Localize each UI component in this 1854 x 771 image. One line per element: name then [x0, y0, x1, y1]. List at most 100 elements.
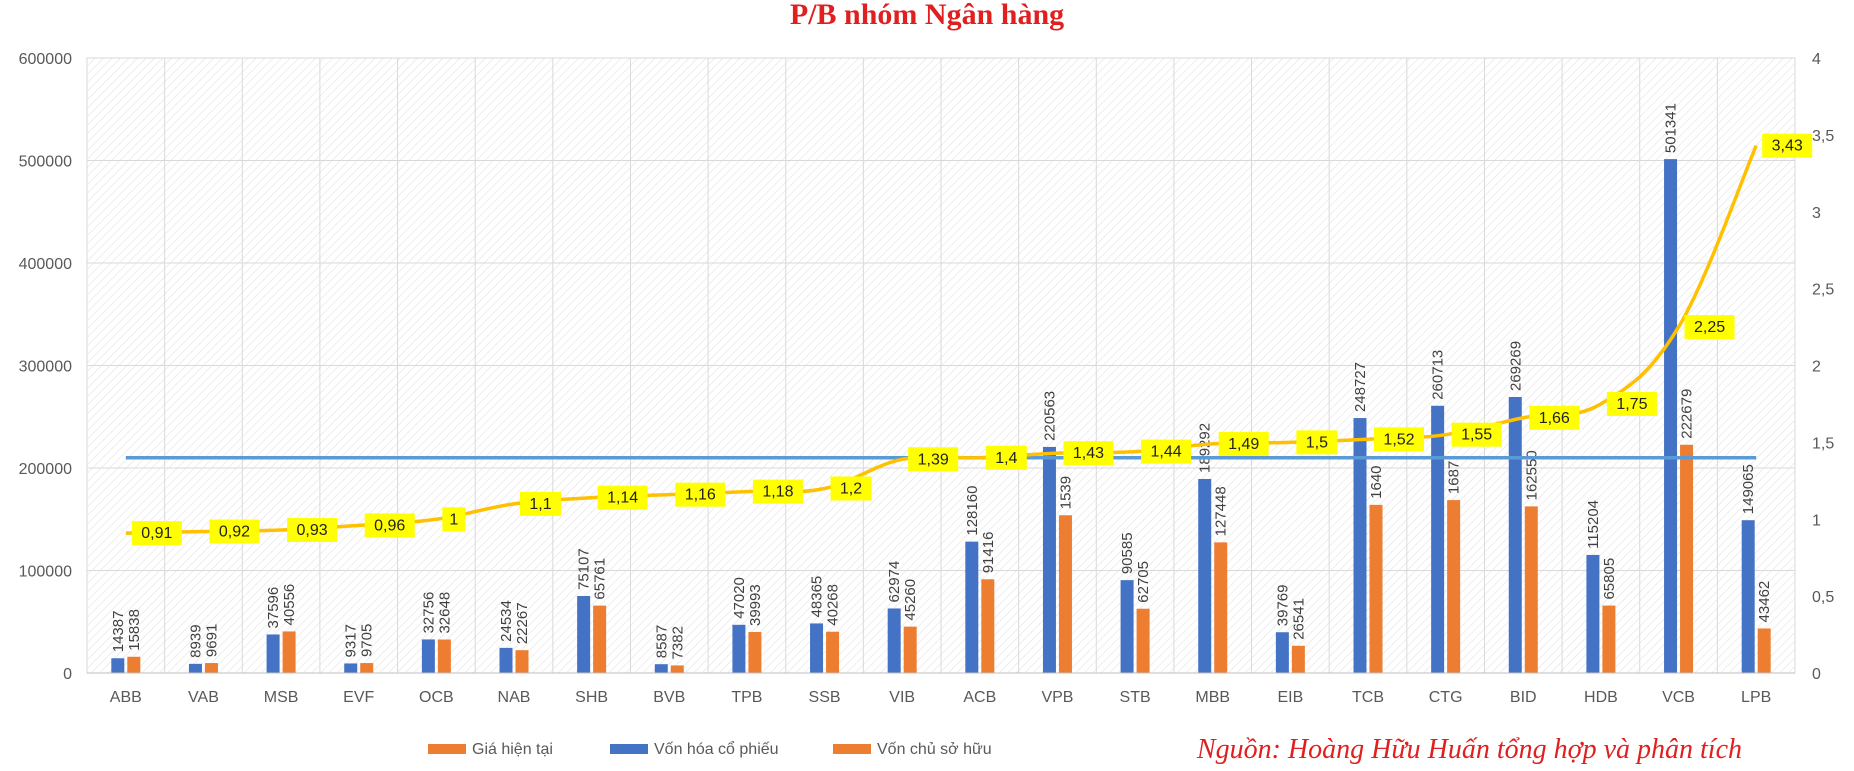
pb-label-box	[830, 476, 872, 501]
pb-label: 1,18	[752, 479, 803, 504]
bar-von-chu-so-huu	[903, 626, 917, 673]
pb-label-box	[287, 518, 338, 543]
pb-label-text: 1,18	[762, 484, 793, 501]
pb-label: 1,52	[1374, 427, 1424, 452]
bar-value-label: 260713	[1430, 350, 1447, 400]
x-tick-label: ACB	[963, 689, 996, 706]
pb-label: 0,96	[364, 513, 415, 538]
x-tick-label: EIB	[1277, 689, 1303, 706]
bar-von-chu-so-huu	[1291, 645, 1305, 673]
bar-value-label: 8939	[187, 624, 204, 657]
pb-label-text: 1,1	[529, 496, 551, 513]
x-tick-label: BVB	[653, 689, 685, 706]
bar-von-chu-so-huu	[1369, 504, 1383, 673]
pb-label-box	[1063, 441, 1114, 466]
bar-von-hoa	[344, 663, 358, 673]
x-tick-label: CTG	[1429, 689, 1463, 706]
bar-value-label: 39769	[1274, 585, 1291, 627]
pb-label-text: 1,49	[1228, 436, 1259, 453]
x-tick-label: NAB	[498, 689, 531, 706]
pb-label-box	[131, 521, 182, 546]
x-tick-label: VPB	[1041, 689, 1073, 706]
pb-label-text: 1,44	[1151, 444, 1182, 461]
bar-value-label: 65805	[1601, 558, 1618, 600]
pb-label-text: 1	[449, 511, 458, 528]
pb-label: 1,16	[675, 482, 726, 507]
bar-value-label: 1687	[1446, 461, 1463, 494]
bar-value-label: 75107	[576, 548, 593, 590]
pb-label: 1,14	[597, 485, 648, 510]
x-tick-label: TPB	[731, 689, 762, 706]
x-tick-label: MSB	[264, 689, 299, 706]
pb-label-text: 1,4	[995, 450, 1017, 467]
bar-value-label: 45260	[902, 579, 919, 621]
bar-von-chu-so-huu	[127, 656, 141, 673]
pb-label-text: 1,43	[1073, 445, 1104, 462]
pb-label-box	[1218, 431, 1269, 456]
pb-label-box	[1141, 439, 1192, 464]
bar-value-label: 24534	[498, 600, 515, 642]
x-tick-label: SHB	[575, 689, 608, 706]
pb-label-box	[364, 513, 415, 538]
bar-von-hoa	[1664, 159, 1678, 673]
pb-label-box	[675, 482, 726, 507]
bar-value-label: 9691	[203, 624, 220, 657]
bar-von-hoa	[1275, 632, 1289, 673]
legend-entry: Vốn chủ sở hữu	[833, 741, 992, 758]
pb-label-box	[597, 485, 648, 510]
x-tick-label: ABB	[110, 689, 142, 706]
bar-von-chu-so-huu	[1757, 628, 1771, 673]
bar-value-label: 501341	[1663, 103, 1680, 153]
right-y-tick-label: 2,5	[1812, 282, 1834, 299]
pb-label: 1	[442, 507, 466, 532]
pb-label-box	[1296, 430, 1338, 455]
bar-von-chu-so-huu	[1214, 542, 1228, 673]
bar-von-hoa	[732, 624, 746, 673]
bar-von-chu-so-huu	[826, 631, 840, 673]
left-y-tick-label: 600000	[19, 51, 72, 68]
x-tick-label: TCB	[1352, 689, 1384, 706]
bar-von-chu-so-huu	[670, 665, 684, 673]
bar-value-label: 43462	[1756, 581, 1773, 623]
pb-label: 3,43	[1762, 133, 1813, 158]
bar-value-label: 26541	[1290, 598, 1307, 640]
bar-value-label: 9317	[343, 624, 360, 657]
legend-swatch	[610, 744, 648, 754]
pb-label-box	[1529, 405, 1580, 430]
bar-value-label: 149065	[1740, 464, 1757, 514]
bar-value-label: 39993	[747, 584, 764, 626]
bar-von-hoa	[266, 634, 280, 673]
pb-label: 0,92	[209, 519, 260, 544]
pb-label-text: 1,39	[918, 451, 949, 468]
x-tick-label: HDB	[1584, 689, 1618, 706]
bar-von-hoa	[1508, 396, 1522, 673]
pb-label-box	[985, 445, 1027, 470]
bar-value-label: 15838	[126, 609, 143, 651]
pb-label-box	[1762, 133, 1813, 158]
pb-label-text: 1,14	[607, 490, 638, 507]
pb-label-box	[1451, 422, 1502, 447]
bar-value-label: 1640	[1368, 465, 1385, 498]
pb-label: 1,44	[1141, 439, 1192, 464]
pb-label: 1,66	[1529, 405, 1580, 430]
right-y-tick-label: 1	[1812, 512, 1821, 529]
right-y-tick-label: 0	[1812, 666, 1821, 683]
pb-label: 1,1	[520, 491, 561, 516]
bar-von-hoa	[887, 608, 901, 673]
bar-value-label: 37596	[265, 587, 282, 629]
bar-value-label: 7382	[669, 626, 686, 659]
pb-label-text: 1,75	[1616, 396, 1647, 413]
pb-label-text: 1,66	[1539, 410, 1570, 427]
bar-von-chu-so-huu	[1602, 605, 1616, 673]
bar-von-hoa	[577, 596, 591, 673]
pb-label: 1,39	[908, 447, 959, 472]
bar-von-hoa	[1741, 520, 1755, 673]
pb-label-text: 1,2	[840, 481, 862, 498]
pb-label-box	[1374, 427, 1424, 452]
x-tick-label: BID	[1510, 689, 1537, 706]
pb-label: 2,25	[1684, 315, 1735, 340]
bar-von-chu-so-huu	[1136, 608, 1150, 673]
x-tick-label: MBB	[1195, 689, 1230, 706]
pb-label-text: 0,93	[297, 522, 328, 539]
